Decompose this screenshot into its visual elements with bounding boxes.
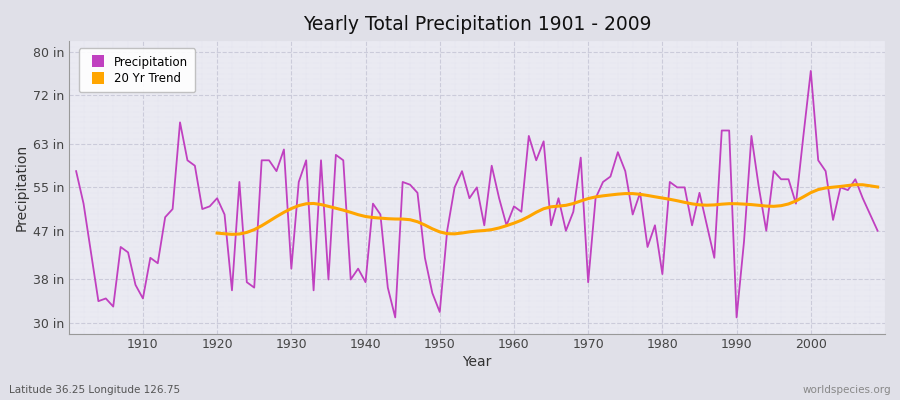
X-axis label: Year: Year [463, 355, 491, 369]
Legend: Precipitation, 20 Yr Trend: Precipitation, 20 Yr Trend [78, 48, 195, 92]
Text: Latitude 36.25 Longitude 126.75: Latitude 36.25 Longitude 126.75 [9, 385, 180, 395]
Title: Yearly Total Precipitation 1901 - 2009: Yearly Total Precipitation 1901 - 2009 [302, 15, 651, 34]
Y-axis label: Precipitation: Precipitation [15, 144, 29, 231]
Text: worldspecies.org: worldspecies.org [803, 385, 891, 395]
